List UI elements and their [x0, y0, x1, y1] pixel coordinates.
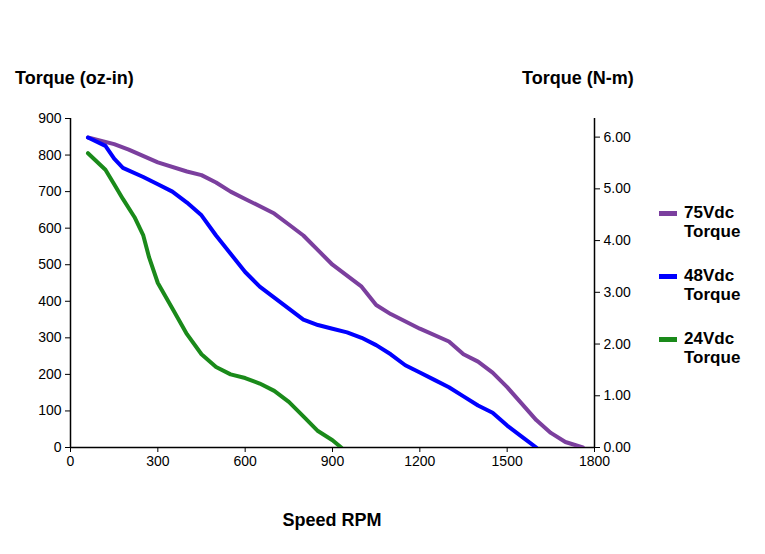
svg-text:4.00: 4.00 — [604, 232, 631, 248]
html-text:Torque (N-m): Torque (N-m) — [522, 68, 634, 88]
svg-text:1200: 1200 — [404, 453, 435, 469]
html-text:Speed RPM: Speed RPM — [282, 510, 382, 530]
svg-text:100: 100 — [38, 402, 62, 418]
svg-text:600: 600 — [38, 220, 62, 236]
svg-text:5.00: 5.00 — [604, 180, 631, 196]
svg-text:200: 200 — [38, 366, 62, 382]
svg-text:3.00: 3.00 — [604, 284, 631, 300]
svg-text:600: 600 — [233, 453, 257, 469]
svg-text:0: 0 — [54, 439, 62, 455]
svg-text:400: 400 — [38, 293, 62, 309]
html-text:24Vdc Torque: 24Vdc Torque — [684, 329, 741, 367]
svg-text:300: 300 — [38, 329, 62, 345]
svg-text:0: 0 — [67, 453, 75, 469]
svg-text:6.00: 6.00 — [604, 129, 631, 145]
svg-text:1500: 1500 — [492, 453, 523, 469]
svg-text:2.00: 2.00 — [604, 336, 631, 352]
html-text:48Vdc Torque: 48Vdc Torque — [684, 266, 741, 304]
svg-text:900: 900 — [38, 110, 62, 126]
svg-text:700: 700 — [38, 183, 62, 199]
svg-text:0.00: 0.00 — [604, 439, 631, 455]
html-text:75Vdc Torque: 75Vdc Torque — [684, 203, 741, 241]
svg-text:300: 300 — [146, 453, 170, 469]
svg-text:500: 500 — [38, 256, 62, 272]
svg-text:800: 800 — [38, 147, 62, 163]
svg-text:1800: 1800 — [579, 453, 610, 469]
svg-text:900: 900 — [321, 453, 345, 469]
html-text:Torque (oz-in): Torque (oz-in) — [15, 68, 134, 88]
svg-text:1.00: 1.00 — [604, 387, 631, 403]
